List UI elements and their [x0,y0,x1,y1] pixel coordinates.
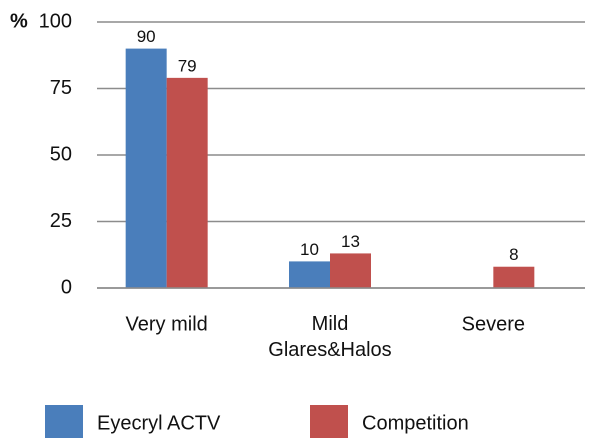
y-tick-label: 50 [50,143,72,165]
bar [330,253,371,288]
legend-swatch [45,405,83,438]
bar [493,266,535,288]
y-tick-label: 75 [50,77,72,99]
data-label: 79 [178,56,197,75]
data-label: 13 [341,232,360,251]
data-label: 8 [509,245,518,264]
y-tick-label: 100 [39,10,72,32]
x-tick-label: Very mild [126,313,208,335]
y-tick-label: 0 [61,276,72,298]
y-axis-label: % [10,10,28,32]
bar [289,261,330,288]
x-tick-label: Severe [462,313,525,335]
data-label: 90 [137,27,156,46]
data-label: 10 [300,240,319,259]
legend-swatch [310,405,348,438]
x-tick-label: Mild Glares&Halos [268,313,391,361]
bar [166,77,208,288]
legend-label: Eyecryl ACTV [97,412,221,434]
y-tick-label: 25 [50,210,72,232]
bar [125,48,167,288]
legend-label: Competition [362,412,469,434]
